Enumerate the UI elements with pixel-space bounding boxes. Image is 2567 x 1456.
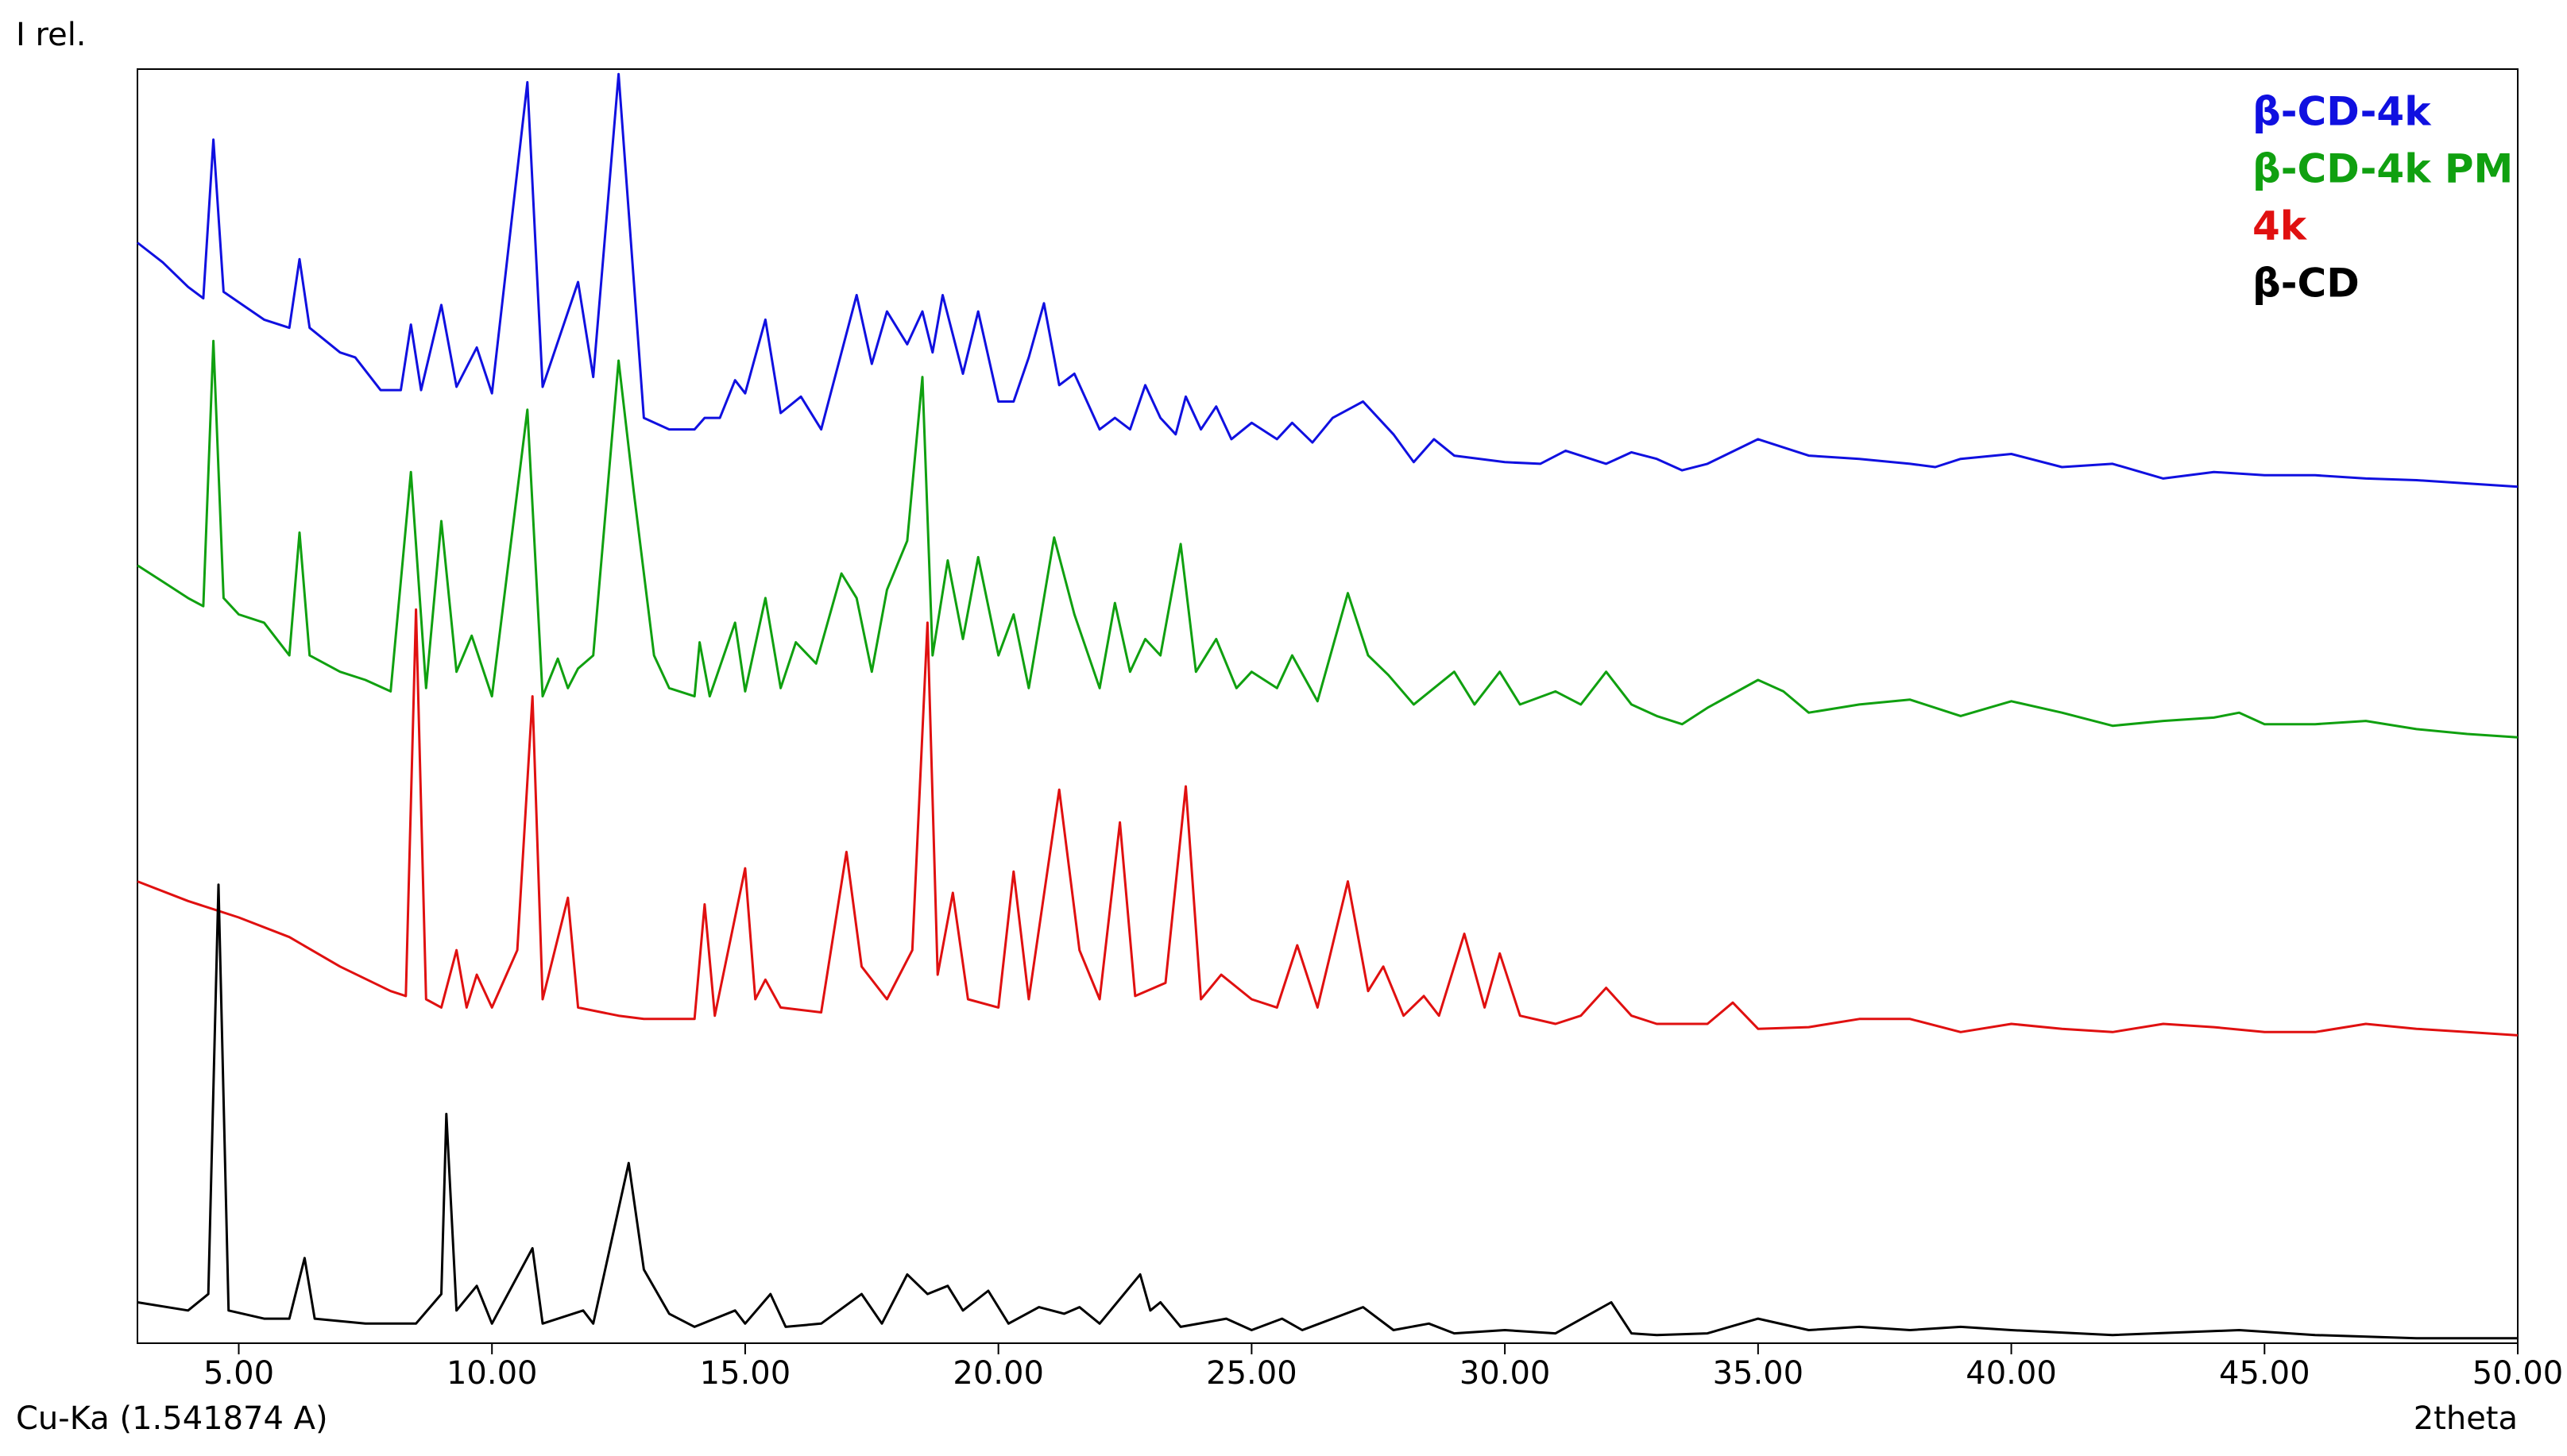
series-line (137, 339, 2519, 739)
legend-entry: 4k (2252, 203, 2308, 249)
series-line (137, 72, 2519, 489)
x-tick-label: 10.00 (447, 1355, 538, 1392)
x-tick-label: 15.00 (700, 1355, 791, 1392)
x-tick-label: 40.00 (1966, 1355, 2057, 1392)
x-tick-label: 25.00 (1206, 1355, 1297, 1392)
y-axis-label: I rel. (16, 17, 87, 53)
x-tick-label: 30.00 (1459, 1355, 1551, 1392)
x-axis-label: 2theta (2414, 1400, 2518, 1437)
legend-entry: β-CD-4k (2252, 89, 2432, 135)
series-line (137, 608, 2519, 1037)
x-tick-label: 45.00 (2219, 1355, 2310, 1392)
legend-entry: β-CD (2252, 261, 2360, 307)
annotation: Cu-Ka (1.541874 A) (16, 1400, 328, 1437)
x-tick-label: 5.00 (203, 1355, 274, 1392)
plot-frame (137, 68, 2519, 1344)
x-tick-label: 20.00 (953, 1355, 1044, 1392)
series-line (137, 883, 2518, 1340)
legend-entry: β-CD-4k PM (2252, 146, 2513, 192)
x-tick-label: 35.00 (1713, 1355, 1804, 1392)
x-tick-label: 50.00 (2472, 1355, 2564, 1392)
